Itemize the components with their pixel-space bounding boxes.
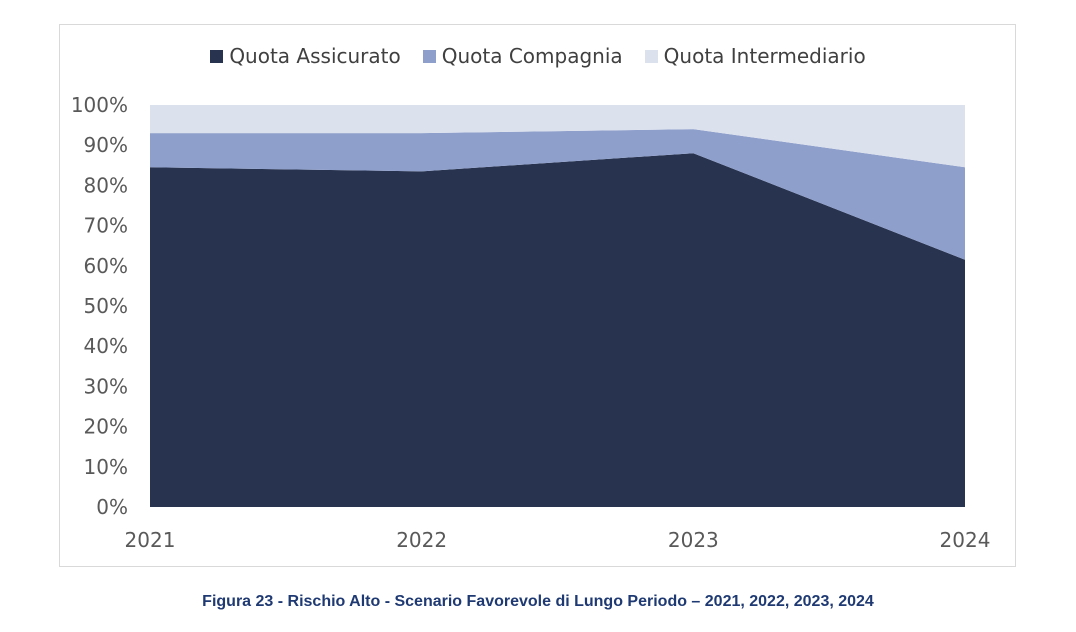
legend-swatch: [210, 49, 224, 63]
x-tick-label: 2021: [125, 528, 176, 552]
y-tick-label: 100%: [71, 93, 128, 117]
area-layer: [150, 105, 965, 508]
x-tick-label: 2023: [668, 528, 719, 552]
legend-item: Quota Intermediario: [644, 44, 866, 68]
legend-item: Quota Compagnia: [422, 44, 623, 68]
legend-label: Quota Intermediario: [663, 44, 866, 68]
y-tick-label: 10%: [84, 455, 128, 479]
y-tick-label: 30%: [84, 374, 128, 398]
legend-swatch: [422, 49, 436, 63]
area-series-1: [150, 153, 965, 508]
y-tick-label: 0%: [96, 495, 128, 519]
y-tick-label: 80%: [84, 173, 128, 197]
y-tick-label: 40%: [84, 334, 128, 358]
y-axis-ticks: 0% 10% 20% 30% 40% 50% 60% 70% 80% 90% 100%: [71, 93, 128, 519]
x-axis-ticks: 2021 2022 2023 2024: [125, 528, 991, 552]
y-tick-label: 20%: [84, 415, 128, 439]
legend-swatch: [644, 49, 658, 63]
y-tick-label: 70%: [84, 214, 128, 238]
figure-caption: Figura 23 - Rischio Alto - Scenario Favo…: [202, 593, 874, 610]
legend-label: Quota Assicurato: [229, 44, 401, 68]
y-tick-label: 60%: [84, 254, 128, 278]
chart-legend: Quota Assicurato Quota Compagnia Quota I…: [0, 44, 1076, 68]
y-tick-label: 50%: [84, 294, 128, 318]
x-tick-label: 2022: [396, 528, 447, 552]
legend-label: Quota Compagnia: [441, 44, 623, 68]
y-tick-label: 90%: [84, 133, 128, 157]
area-series-3: [150, 105, 965, 168]
x-tick-label: 2024: [940, 528, 991, 552]
area-series-2: [150, 129, 965, 260]
legend-item: Quota Assicurato: [210, 44, 401, 68]
